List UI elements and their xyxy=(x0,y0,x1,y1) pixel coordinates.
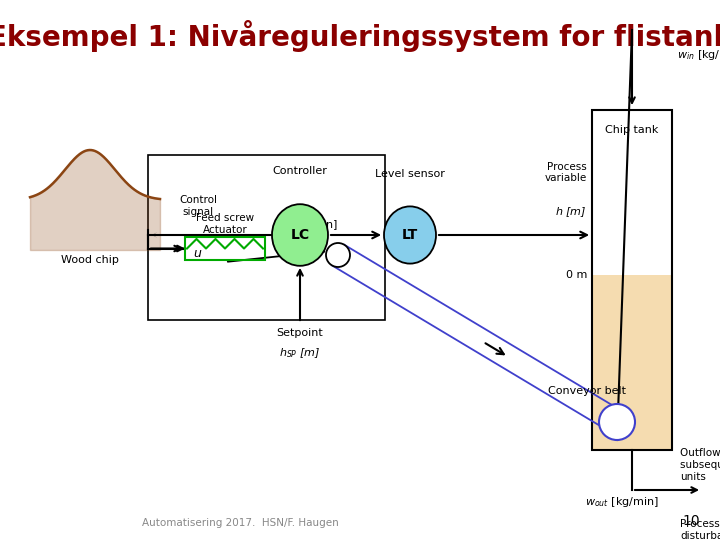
Text: $w_s$ [kg/min]: $w_s$ [kg/min] xyxy=(273,218,338,232)
Text: Automatisering 2017.  HSN/F. Haugen: Automatisering 2017. HSN/F. Haugen xyxy=(142,518,338,528)
Text: $h_{SP}$ [m]: $h_{SP}$ [m] xyxy=(279,346,320,360)
Text: Process
variable: Process variable xyxy=(545,161,587,183)
Bar xyxy=(185,237,265,260)
Text: $w_{in}$ [kg/min]: $w_{in}$ [kg/min] xyxy=(677,48,720,62)
Text: LT: LT xyxy=(402,228,418,242)
Text: Conveyor belt: Conveyor belt xyxy=(548,386,626,396)
Text: Chip tank: Chip tank xyxy=(606,125,659,135)
Text: $h$ [m]: $h$ [m] xyxy=(555,206,587,219)
Text: $w_{out}$ [kg/min]: $w_{out}$ [kg/min] xyxy=(585,495,659,509)
Text: Wood chip: Wood chip xyxy=(61,255,119,265)
Text: 10: 10 xyxy=(683,514,700,528)
Circle shape xyxy=(326,243,350,267)
Text: Control
signal: Control signal xyxy=(179,195,217,217)
Text: Setpoint: Setpoint xyxy=(276,328,323,338)
Bar xyxy=(592,275,672,450)
Ellipse shape xyxy=(384,206,436,264)
Text: Process
disturbance: Process disturbance xyxy=(680,519,720,540)
Text: Feed screw
Actuator: Feed screw Actuator xyxy=(196,213,254,235)
Text: $u$: $u$ xyxy=(194,247,202,260)
Text: Level sensor: Level sensor xyxy=(375,169,445,179)
Text: 0 m: 0 m xyxy=(566,270,587,280)
Bar xyxy=(148,155,385,320)
Text: Controller: Controller xyxy=(273,166,328,177)
Ellipse shape xyxy=(272,204,328,266)
Circle shape xyxy=(599,404,635,440)
Text: LC: LC xyxy=(290,228,310,242)
Text: Outflow to
subsequent process
units: Outflow to subsequent process units xyxy=(680,448,720,482)
Bar xyxy=(592,110,672,450)
Text: Eksempel 1: Nivåreguleringssystem for flistank: Eksempel 1: Nivåreguleringssystem for fl… xyxy=(0,20,720,52)
